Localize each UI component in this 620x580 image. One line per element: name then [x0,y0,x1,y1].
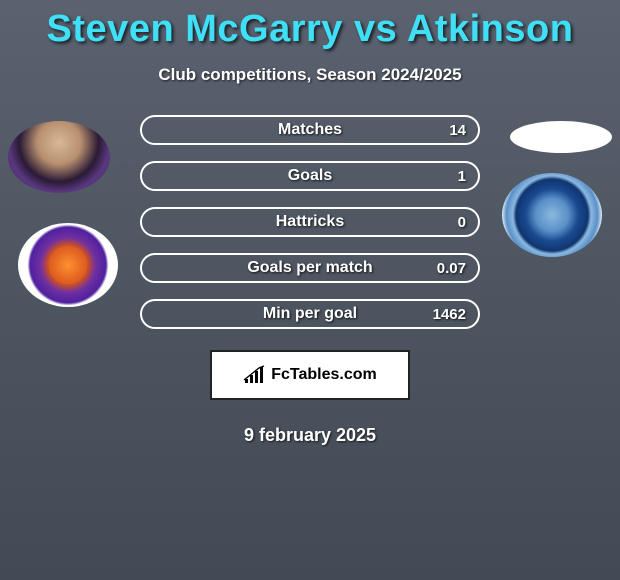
comparison-content: Matches 14 Goals 1 Hattricks 0 Goals per… [0,115,620,355]
stat-right-value: 0 [458,214,466,231]
stat-right-value: 14 [449,122,466,139]
stat-label: Min per goal [263,305,357,323]
club-right-badge [502,173,602,257]
stat-row-goals: Goals 1 [140,161,480,191]
stat-row-matches: Matches 14 [140,115,480,145]
player-left-avatar [8,121,110,193]
watermark-text: FcTables.com [271,366,377,384]
club-left-badge [18,223,118,307]
stat-label: Goals [288,167,332,185]
stat-label: Hattricks [276,213,344,231]
stat-row-goals-per-match: Goals per match 0.07 [140,253,480,283]
stat-right-value: 0.07 [437,260,466,277]
player-right-avatar [510,121,612,153]
stat-row-hattricks: Hattricks 0 [140,207,480,237]
comparison-date: 9 february 2025 [0,425,620,446]
watermark-badge: FcTables.com [210,350,410,400]
stat-row-min-per-goal: Min per goal 1462 [140,299,480,329]
comparison-title: Steven McGarry vs Atkinson [0,0,620,51]
stats-container: Matches 14 Goals 1 Hattricks 0 Goals per… [140,115,480,345]
stat-label: Matches [278,121,342,139]
stat-right-value: 1 [458,168,466,185]
chart-icon [243,365,267,385]
comparison-subtitle: Club competitions, Season 2024/2025 [0,65,620,85]
stat-right-value: 1462 [433,306,466,323]
stat-label: Goals per match [247,259,372,277]
